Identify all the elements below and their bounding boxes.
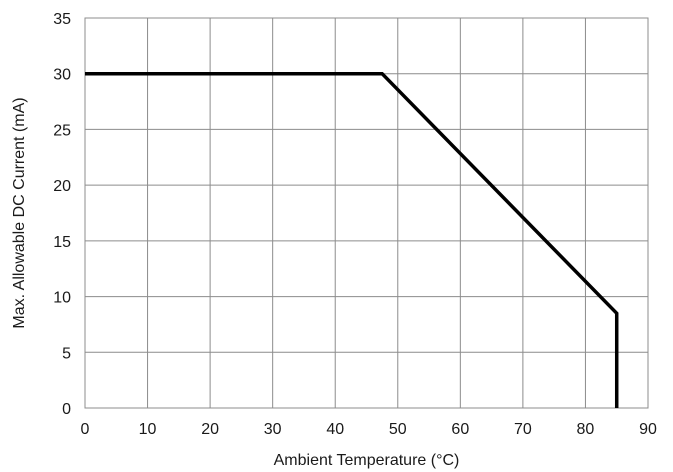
y-tick-label: 20 (53, 178, 71, 195)
x-tick-label: 70 (514, 421, 532, 438)
x-tick-label: 10 (139, 421, 157, 438)
y-axis-ticks: 0 5 10 15 20 25 30 35 (53, 11, 71, 418)
y-tick-label: 30 (53, 67, 71, 84)
derating-curve (85, 71, 619, 408)
y-tick-label: 5 (62, 345, 71, 362)
x-axis-title: Ambient Temperature (°C) (274, 452, 460, 469)
y-tick-label: 10 (53, 290, 71, 307)
x-tick-label: 20 (201, 421, 219, 438)
y-tick-label: 15 (53, 234, 71, 251)
grid (84, 17, 649, 409)
y-tick-label: 25 (53, 122, 71, 139)
x-tick-label: 40 (326, 421, 344, 438)
x-tick-label: 50 (389, 421, 407, 438)
series-layer (85, 71, 619, 408)
x-tick-label: 80 (577, 421, 595, 438)
x-tick-label: 0 (81, 421, 90, 438)
y-axis-title: Max. Allowable DC Current (mA) (11, 97, 28, 328)
x-tick-label: 60 (451, 421, 469, 438)
x-axis-ticks: 0 10 20 30 40 50 60 70 80 90 (81, 421, 657, 438)
x-tick-label: 30 (264, 421, 282, 438)
plot-area (84, 17, 649, 409)
x-tick-label: 90 (639, 421, 657, 438)
y-tick-label: 0 (62, 401, 71, 418)
y-tick-label: 35 (53, 11, 71, 28)
